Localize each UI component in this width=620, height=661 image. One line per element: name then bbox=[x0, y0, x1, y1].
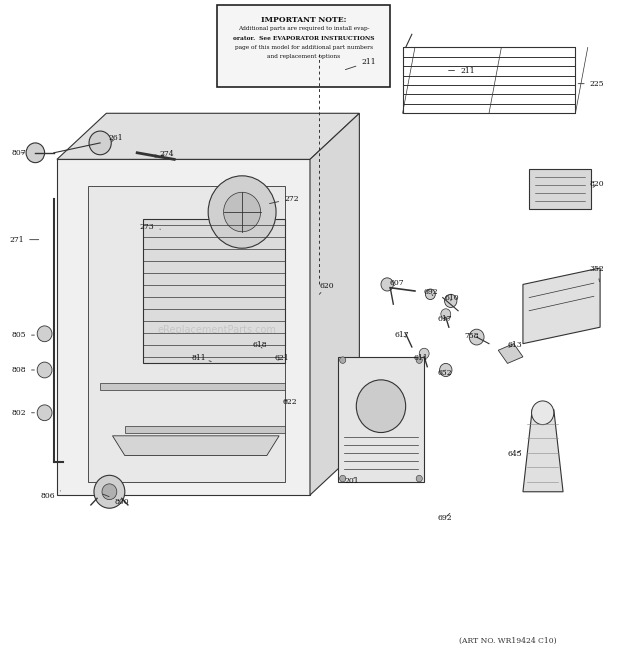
Circle shape bbox=[445, 294, 457, 307]
Text: 811: 811 bbox=[192, 354, 211, 362]
Text: 225: 225 bbox=[578, 80, 604, 88]
Text: 820: 820 bbox=[590, 180, 604, 188]
Text: 621: 621 bbox=[275, 354, 290, 362]
Circle shape bbox=[340, 357, 346, 364]
Text: 805: 805 bbox=[11, 331, 35, 339]
Text: orator.  See EVAPORATOR INSTRUCTIONS: orator. See EVAPORATOR INSTRUCTIONS bbox=[233, 36, 374, 40]
Polygon shape bbox=[498, 344, 523, 364]
Circle shape bbox=[94, 475, 125, 508]
Text: eReplacementParts.com: eReplacementParts.com bbox=[158, 325, 277, 336]
Circle shape bbox=[381, 278, 393, 291]
Polygon shape bbox=[523, 409, 563, 492]
Circle shape bbox=[89, 131, 111, 155]
Text: 802: 802 bbox=[11, 408, 35, 417]
Circle shape bbox=[37, 405, 52, 420]
Text: (ART NO. WR19424 C10): (ART NO. WR19424 C10) bbox=[459, 637, 556, 645]
Circle shape bbox=[441, 309, 451, 319]
Polygon shape bbox=[523, 268, 600, 344]
Text: 692: 692 bbox=[423, 288, 438, 296]
Circle shape bbox=[208, 176, 276, 249]
Circle shape bbox=[224, 192, 260, 232]
Text: IMPORTANT NOTE:: IMPORTANT NOTE: bbox=[261, 16, 347, 24]
Text: 272: 272 bbox=[270, 195, 299, 204]
Text: 261: 261 bbox=[108, 134, 123, 142]
Text: 201: 201 bbox=[345, 477, 359, 485]
Text: 645: 645 bbox=[508, 450, 522, 458]
Circle shape bbox=[102, 484, 117, 500]
Circle shape bbox=[416, 357, 422, 364]
Polygon shape bbox=[310, 113, 360, 495]
Text: 800: 800 bbox=[103, 494, 129, 506]
FancyBboxPatch shape bbox=[218, 5, 390, 87]
Text: 613: 613 bbox=[508, 341, 522, 349]
Text: and replacement options: and replacement options bbox=[267, 54, 340, 59]
Circle shape bbox=[356, 380, 405, 432]
Text: 652: 652 bbox=[437, 369, 452, 377]
Text: 211: 211 bbox=[345, 58, 376, 69]
Polygon shape bbox=[112, 436, 279, 455]
Text: 211: 211 bbox=[448, 67, 475, 75]
Text: 692: 692 bbox=[437, 514, 452, 522]
Circle shape bbox=[425, 289, 435, 299]
Circle shape bbox=[37, 326, 52, 342]
Text: 617: 617 bbox=[394, 331, 409, 339]
Text: 808: 808 bbox=[11, 366, 35, 374]
Circle shape bbox=[469, 329, 484, 345]
Polygon shape bbox=[88, 186, 285, 482]
Circle shape bbox=[340, 475, 346, 482]
Circle shape bbox=[37, 362, 52, 378]
Polygon shape bbox=[57, 113, 360, 159]
Polygon shape bbox=[57, 159, 310, 495]
Circle shape bbox=[419, 348, 429, 359]
Bar bbox=[402, 48, 575, 113]
Polygon shape bbox=[100, 383, 285, 390]
Text: 274: 274 bbox=[159, 150, 174, 158]
Text: 610: 610 bbox=[445, 293, 459, 301]
Polygon shape bbox=[338, 357, 424, 482]
Text: Additional parts are required to install evap-: Additional parts are required to install… bbox=[238, 26, 370, 32]
Text: 611: 611 bbox=[414, 354, 428, 362]
Text: 758: 758 bbox=[464, 332, 479, 340]
Bar bbox=[529, 169, 591, 209]
Bar bbox=[143, 219, 285, 364]
Text: 352: 352 bbox=[590, 265, 604, 282]
Text: 271: 271 bbox=[9, 236, 38, 244]
Text: 617: 617 bbox=[437, 315, 452, 323]
Text: 607: 607 bbox=[389, 279, 404, 287]
Polygon shape bbox=[125, 426, 285, 432]
Text: 806: 806 bbox=[40, 491, 61, 500]
Circle shape bbox=[531, 401, 554, 424]
Circle shape bbox=[26, 143, 45, 163]
Circle shape bbox=[416, 475, 422, 482]
Circle shape bbox=[440, 364, 452, 377]
Text: 620: 620 bbox=[319, 282, 335, 294]
Text: 622: 622 bbox=[283, 397, 298, 406]
Text: 618: 618 bbox=[252, 341, 267, 349]
Text: 807: 807 bbox=[11, 149, 26, 157]
Text: 273: 273 bbox=[140, 223, 161, 231]
Text: page of this model for additional part numbers: page of this model for additional part n… bbox=[235, 45, 373, 50]
